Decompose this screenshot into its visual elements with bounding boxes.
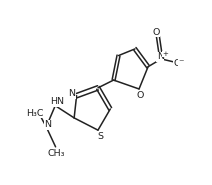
Text: CH₃: CH₃	[47, 149, 65, 158]
Text: N: N	[157, 52, 164, 61]
Text: S: S	[97, 132, 103, 141]
Text: N: N	[68, 89, 75, 98]
Text: ⁻: ⁻	[178, 58, 184, 68]
Text: O: O	[173, 59, 181, 68]
Text: +: +	[162, 51, 168, 57]
Text: N: N	[44, 120, 51, 129]
Text: O: O	[136, 91, 144, 100]
Text: H₃C: H₃C	[26, 109, 43, 117]
Text: O: O	[152, 28, 160, 37]
Text: HN: HN	[50, 97, 64, 106]
